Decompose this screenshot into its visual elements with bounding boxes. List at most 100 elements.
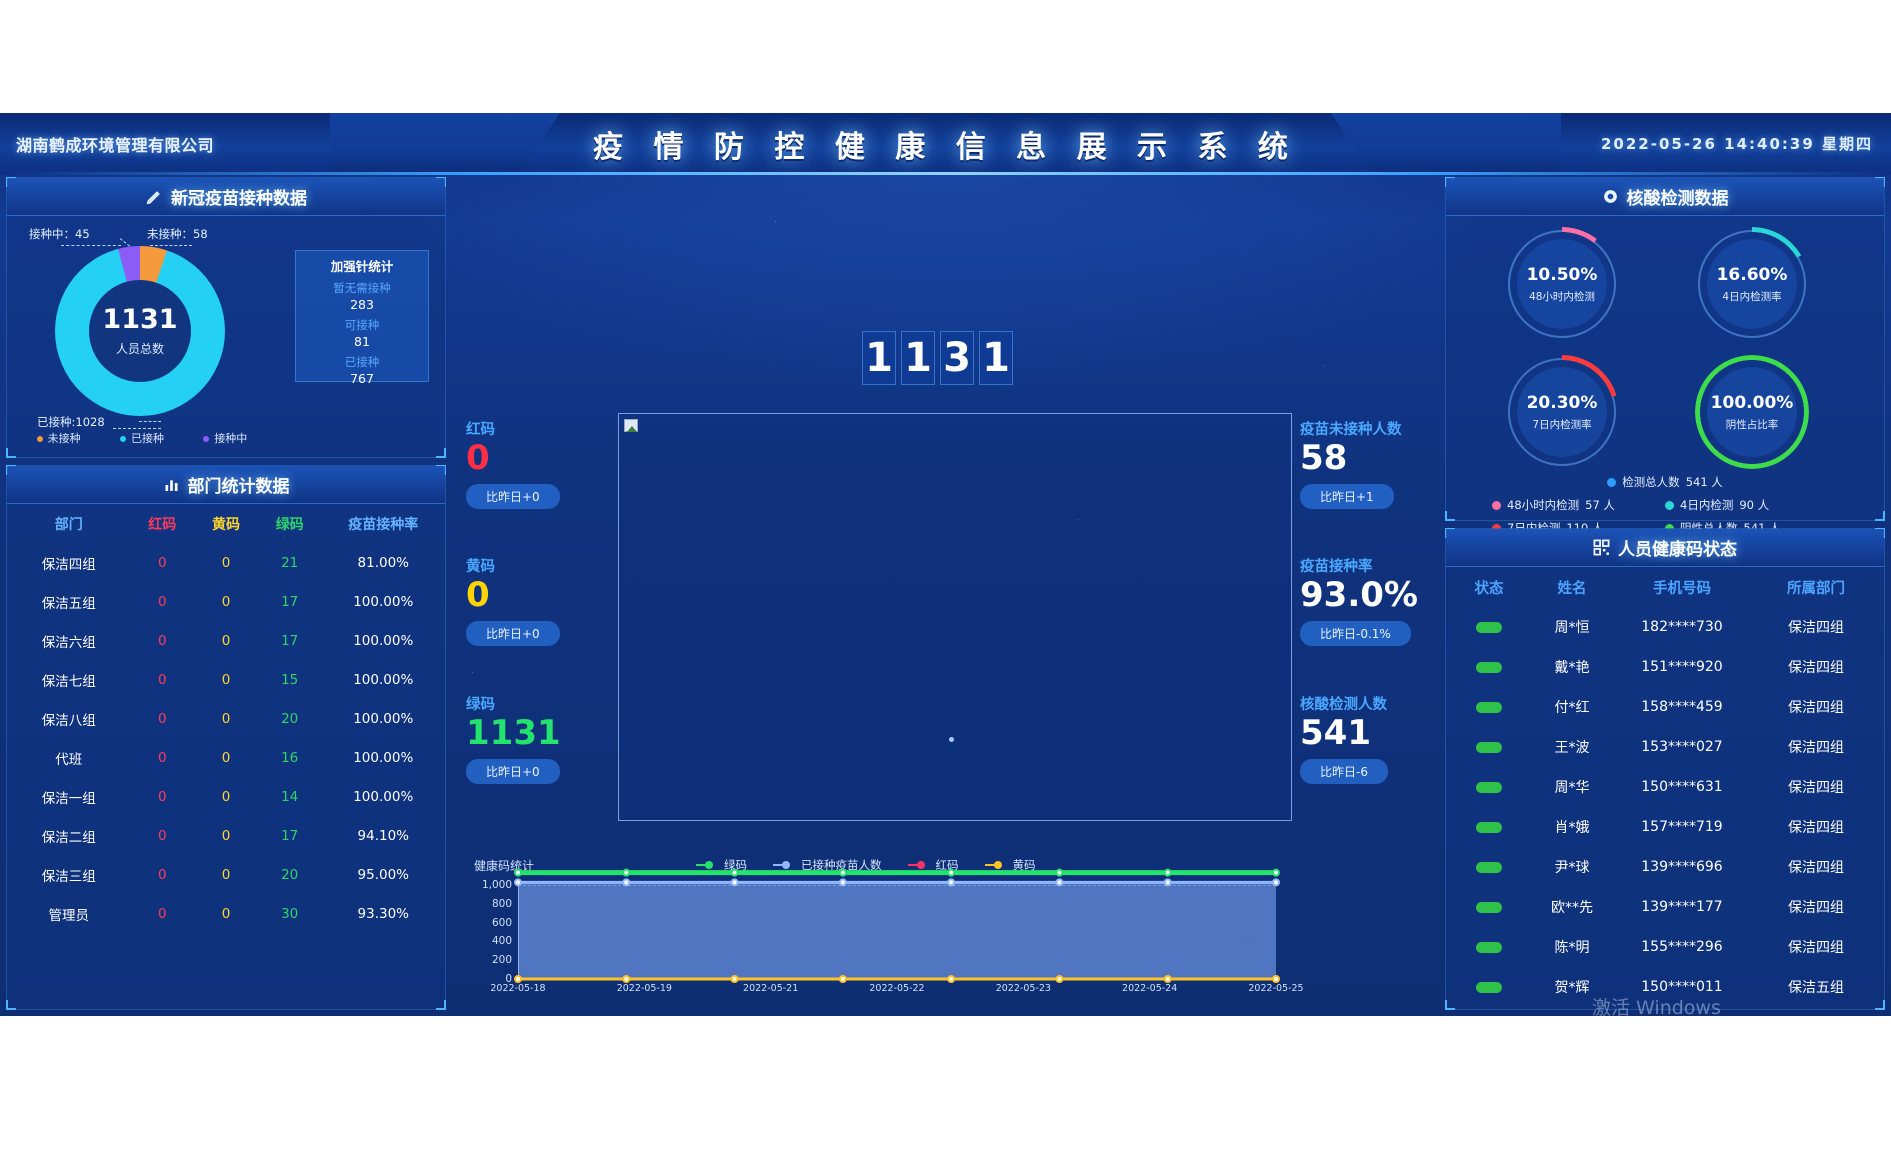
nucleic-test-panel: 核酸检测数据 10.50% 48小时内检测 16.60% 4日内检测率 20.3… — [1445, 177, 1885, 535]
table-cell: 保洁三组 — [41, 868, 96, 885]
table-cell — [1446, 701, 1532, 713]
bar-chart-icon — [165, 479, 177, 491]
people-table-header-row: 状态 姓名 手机号码 所属部门 — [1446, 567, 1884, 607]
chart-legend-label: 黄码 — [1012, 858, 1036, 872]
table-row[interactable]: 保洁二组 0 0 17 94.10% — [7, 816, 445, 855]
table-row[interactable]: 贺*辉 150****011 保洁五组 — [1446, 967, 1884, 1007]
table-cell: 0 — [221, 788, 231, 805]
table-row[interactable]: 付*红 158****459 保洁四组 — [1446, 687, 1884, 727]
chart-legend-item[interactable]: 红码 — [907, 857, 959, 873]
kpi-delta-badge: 比昨日-0.1% — [1300, 621, 1411, 647]
donut-label-inprogress: 接种中：45 — [29, 227, 90, 241]
table-cell: 戴*艳 — [1554, 660, 1590, 676]
gauge-label: 4日内检测率 — [1722, 290, 1782, 303]
table-row[interactable]: 王*波 153****027 保洁四组 — [1446, 727, 1884, 767]
vaccine-donut-chart: 接种中：45 未接种：58 1131 人员总数 已接种:1028 — [17, 226, 267, 429]
kpi-value: 0 — [466, 438, 490, 478]
table-cell: 158****459 — [1641, 699, 1723, 715]
donut-total-value: 1131 — [102, 303, 178, 335]
table-row[interactable]: 肖*娥 157****719 保洁四组 — [1446, 807, 1884, 847]
table-cell: 20 — [281, 866, 299, 883]
table-cell: 0 — [157, 554, 167, 571]
table-cell: 94.10% — [357, 827, 409, 844]
table-cell: 保洁四组 — [1788, 940, 1844, 956]
table-row[interactable]: 保洁七组 0 0 15 100.00% — [7, 660, 445, 699]
table-cell: 0 — [221, 671, 231, 688]
table-cell: 保洁四组 — [1788, 740, 1844, 756]
kpi-value: 58 — [1300, 438, 1348, 478]
gear-icon — [1603, 190, 1617, 203]
table-row[interactable]: 管理员 0 0 30 93.30% — [7, 894, 445, 933]
donut-ring — [55, 246, 225, 416]
gauge-value: 100.00% — [1710, 392, 1794, 413]
dept-panel-header: 部门统计数据 — [7, 466, 445, 504]
chart-legend-item[interactable]: 已接种疫苗人数 — [773, 857, 882, 873]
booster-value: 81 — [354, 334, 370, 349]
gauge-7day-test: 20.30% 7日内检测率 — [1505, 355, 1619, 469]
table-row[interactable]: 保洁一组 0 0 14 100.00% — [7, 777, 445, 816]
donut-label-vaccinated: 已接种:1028 — [37, 415, 105, 429]
corner-decor — [1445, 1000, 1455, 1010]
table-cell: 100.00% — [353, 632, 414, 649]
table-row[interactable]: 周*华 150****631 保洁四组 — [1446, 767, 1884, 807]
chart-legend: 绿码 已接种疫苗人数 红码 黄码 — [696, 857, 1036, 873]
table-row[interactable]: 尹*球 139****696 保洁四组 — [1446, 847, 1884, 887]
legend-value: 541 人 — [1685, 475, 1723, 489]
chart-x-tick: 2022-05-25 — [1248, 983, 1304, 994]
gauge-label: 阴性占比率 — [1725, 418, 1779, 431]
chart-y-tick: 600 — [491, 916, 512, 929]
table-row[interactable]: 欧**先 139****177 保洁四组 — [1446, 887, 1884, 927]
people-table-body: 周*恒 182****730 保洁四组 戴*艳 151****920 保洁四组 付*红 158… — [1446, 607, 1884, 1007]
chart-x-tick: 2022-05-22 — [869, 983, 925, 994]
table-cell: 周*恒 — [1554, 620, 1590, 636]
people-col-dept: 所属部门 — [1787, 580, 1845, 597]
chart-y-tick: 1,000 — [481, 879, 512, 891]
table-row[interactable]: 保洁六组 0 0 17 100.00% — [7, 621, 445, 660]
chart-legend-item[interactable]: 黄码 — [984, 857, 1036, 873]
table-row[interactable]: 保洁五组 0 0 17 100.00% — [7, 582, 445, 621]
table-cell: 182****730 — [1641, 619, 1723, 635]
status-badge — [1476, 941, 1502, 953]
table-cell: 保洁四组 — [1788, 900, 1844, 916]
donut-leader-line — [150, 245, 192, 246]
table-row[interactable]: 代班 0 0 16 100.00% — [7, 738, 445, 777]
table-cell: 0 — [221, 827, 231, 844]
table-cell: 151****920 — [1641, 659, 1723, 675]
nucleic-panel-header: 核酸检测数据 — [1446, 178, 1884, 216]
gauge-label: 48小时内检测 — [1529, 290, 1595, 303]
table-cell: 17 — [281, 632, 299, 649]
table-cell: 100.00% — [353, 593, 414, 610]
table-cell: 95.00% — [357, 866, 409, 883]
chart-legend-label: 红码 — [935, 858, 959, 872]
watermark-line1: 激活 Windows — [1592, 997, 1721, 1016]
kpi-unvaccinated-count: 疫苗未接种人数 58 比昨日+1 — [1300, 418, 1450, 510]
table-cell: 100.00% — [353, 749, 414, 766]
people-panel-title: 人员健康码状态 — [1618, 540, 1737, 560]
table-row[interactable]: 戴*艳 151****920 保洁四组 — [1446, 647, 1884, 687]
legend-item: 48小时内检测 57 人 — [1492, 497, 1665, 513]
kpi-value: 0 — [466, 575, 490, 615]
chart-legend-item[interactable]: 绿码 — [696, 857, 747, 873]
qr-code-icon — [1593, 539, 1610, 556]
pen-icon — [146, 190, 160, 204]
datetime-display: 2022-05-26 14:40:39 星期四 — [1600, 135, 1873, 153]
booster-label: 暂无需接种 — [333, 281, 391, 295]
corner-decor — [436, 448, 446, 458]
table-cell: 0 — [221, 593, 231, 610]
table-cell: 0 — [157, 749, 167, 766]
donut-leader-line — [113, 428, 161, 429]
kpi-label: 疫苗未接种人数 — [1300, 422, 1402, 438]
vaccine-panel: 新冠疫苗接种数据 接种中：45 未接种：58 1131 人员总数 已接种:102… — [6, 177, 446, 458]
kpi-green-code: 绿码 1131 比昨日+0 — [466, 693, 616, 785]
table-cell: 保洁五组 — [1788, 980, 1844, 996]
dept-table: 部门 红码 黄码 绿码 疫苗接种率 保洁四组 0 0 21 81.00% 保洁五组 0 0 17… — [7, 504, 445, 933]
table-cell — [1446, 821, 1532, 833]
table-row[interactable]: 保洁八组 0 0 20 100.00% — [7, 699, 445, 738]
chart-x-tick: 2022-05-18 — [490, 983, 546, 994]
table-row[interactable]: 周*恒 182****730 保洁四组 — [1446, 607, 1884, 647]
table-row[interactable]: 保洁三组 0 0 20 95.00% — [7, 855, 445, 894]
table-row[interactable]: 陈*明 155****296 保洁四组 — [1446, 927, 1884, 967]
people-health-code-panel: 人员健康码状态 状态 姓名 手机号码 所属部门 周*恒 182****730 保洁四… — [1445, 528, 1885, 1010]
table-row[interactable]: 保洁四组 0 0 21 81.00% — [7, 543, 445, 582]
